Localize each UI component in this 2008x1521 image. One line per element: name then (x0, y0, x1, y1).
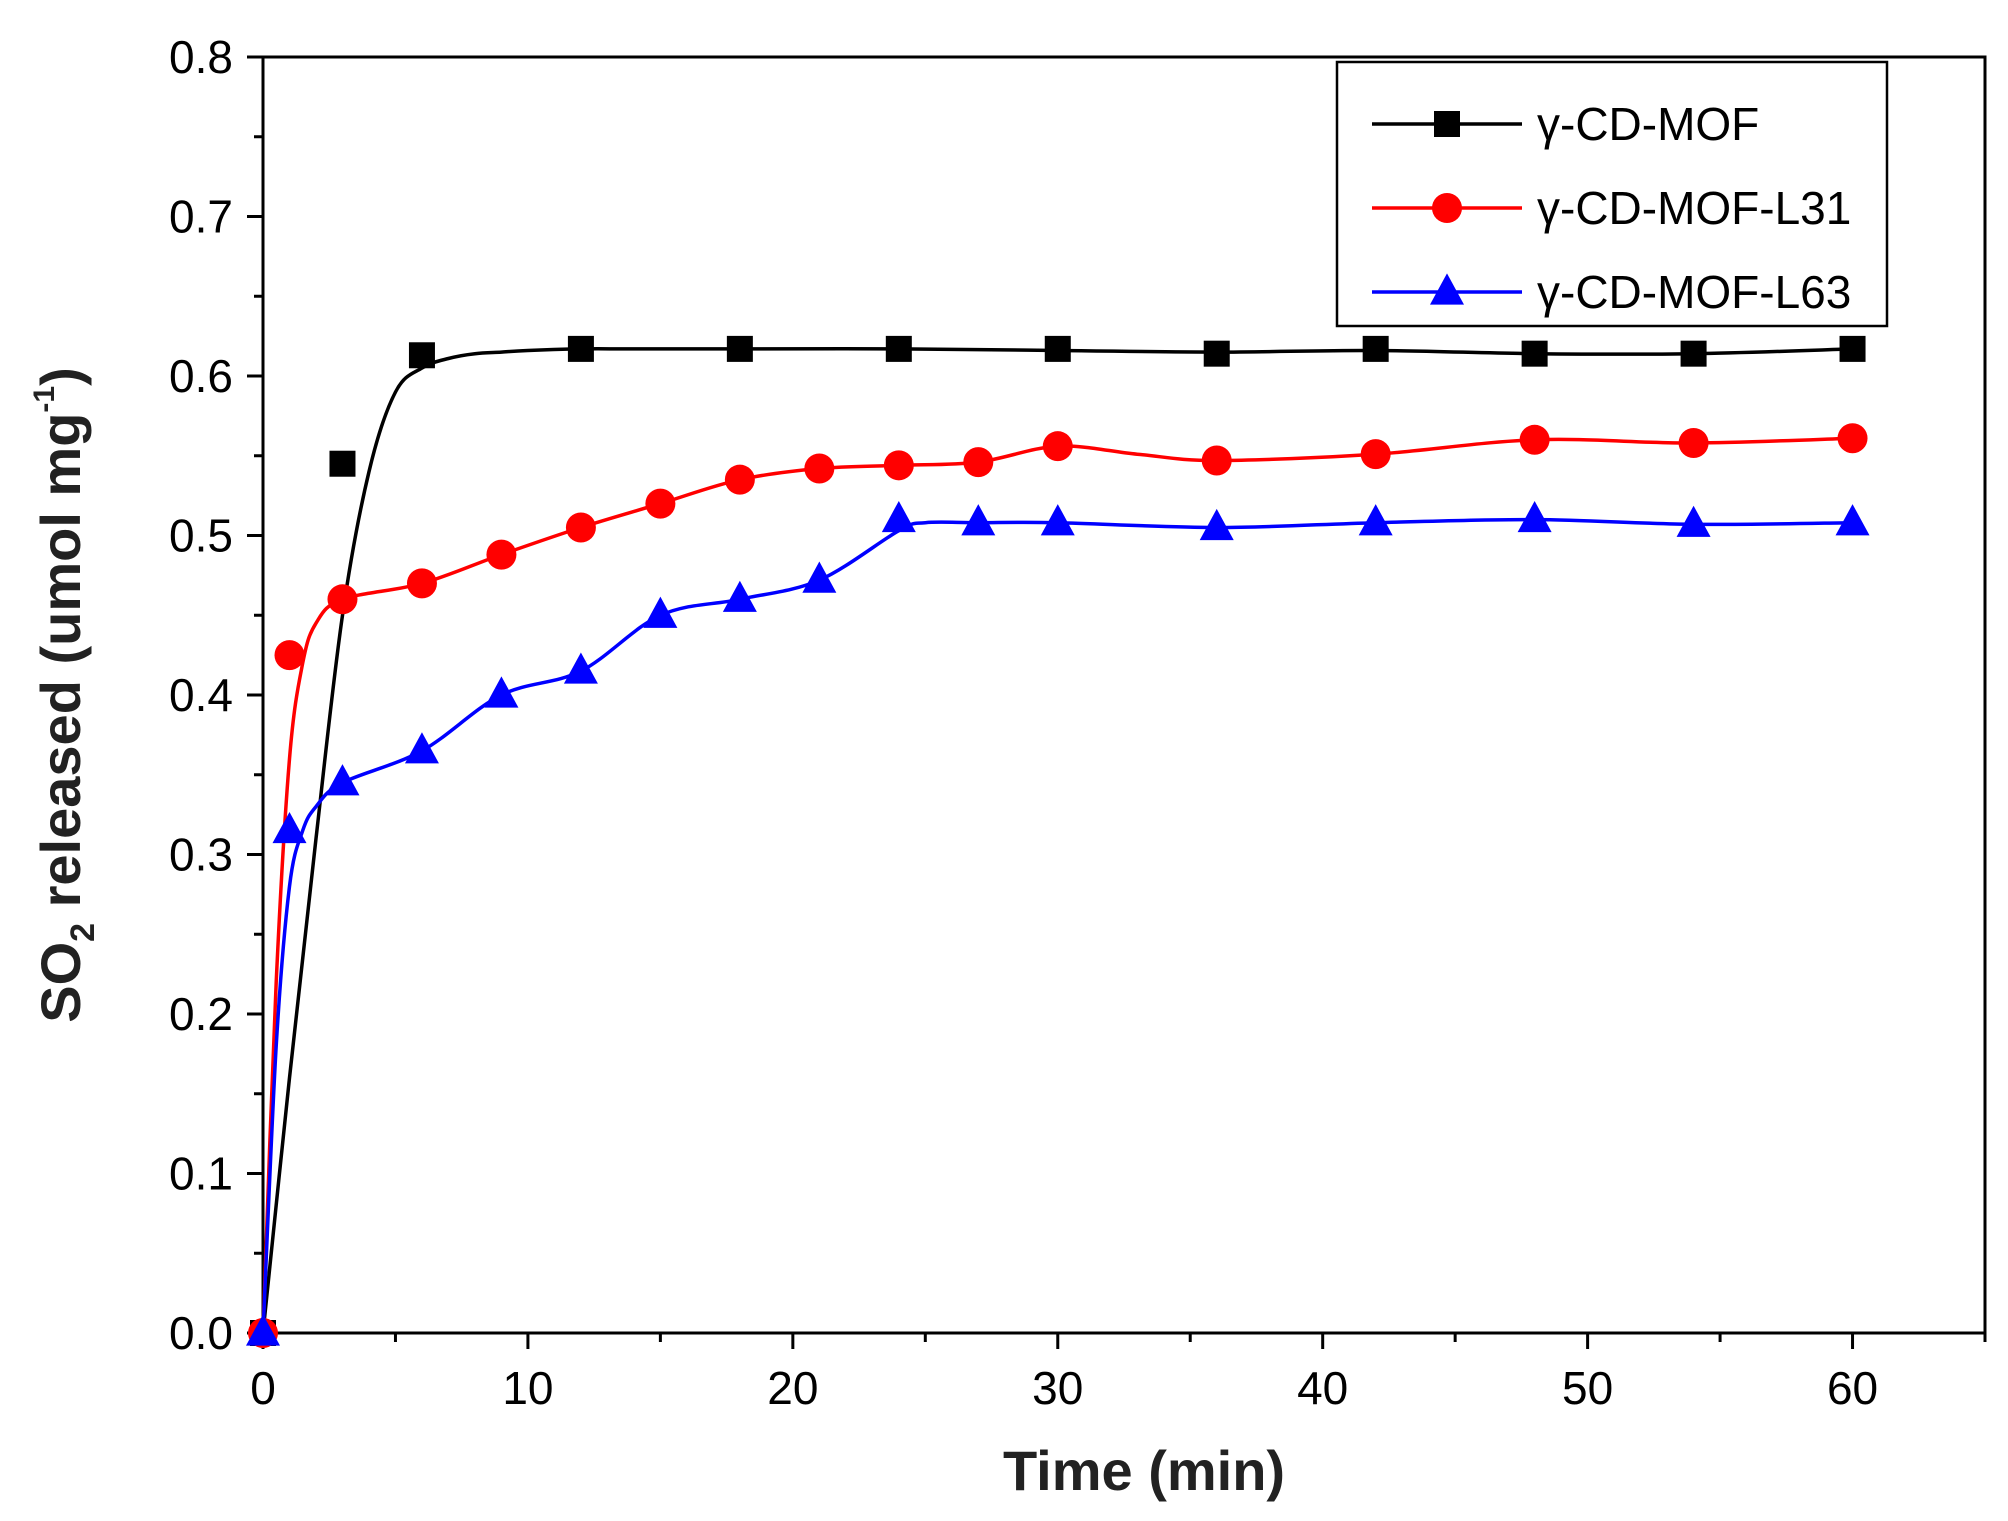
data-point (484, 676, 519, 708)
data-point (1358, 504, 1393, 536)
legend-marker (1434, 111, 1460, 137)
y-tick-label: 0.8 (169, 31, 233, 83)
legend-item: γ-CD-MOF-L63 (1372, 266, 1851, 318)
y-tick-label: 0.6 (169, 350, 233, 402)
y-tick-label: 0.0 (169, 1307, 233, 1359)
data-point (1837, 423, 1868, 454)
y-axis-title-ylabel_rest: released (umol mg (29, 413, 92, 923)
data-point (961, 504, 996, 536)
data-point (1680, 340, 1707, 367)
series-1 (248, 423, 1868, 1348)
data-point (885, 335, 912, 362)
data-point (645, 488, 676, 519)
data-point (1044, 335, 1071, 362)
x-tick-label: 20 (767, 1362, 818, 1414)
data-point (567, 335, 594, 362)
data-point (246, 1314, 280, 1346)
x-tick-label: 30 (1032, 1362, 1083, 1414)
series-2 (246, 500, 1870, 1346)
x-tick-label: 40 (1297, 1362, 1348, 1414)
y-tick-label: 0.1 (169, 1148, 233, 1200)
data-point (1678, 427, 1709, 458)
y-axis-title-ylabel_sup: -1 (28, 386, 61, 413)
legend-item: γ-CD-MOF-L31 (1372, 182, 1851, 234)
y-tick-label: 0.7 (169, 191, 233, 243)
legend-label: γ-CD-MOF-L63 (1537, 266, 1851, 318)
series-line (261, 436, 1853, 1334)
legend-item: γ-CD-MOF (1372, 98, 1759, 150)
y-axis-title-ylabel_sub: 2 (64, 923, 102, 942)
data-point (726, 335, 753, 362)
legend-box (1335, 60, 1889, 328)
legend: γ-CD-MOF γ-CD-MOF-L31 γ-CD-MOF-L63 (1335, 60, 1889, 328)
x-tick-label: 60 (1827, 1362, 1878, 1414)
y-axis-title-ylabel_end: ) (29, 367, 92, 386)
data-point (804, 453, 835, 484)
axes-layer: 0.0 0.1 0.2 0.3 0.4 0.5 0.6 0.7 0.8 0 10 20 30 40 50 60 (169, 31, 1987, 1414)
data-point (1042, 431, 1073, 462)
legend-label: γ-CD-MOF-L31 (1537, 182, 1851, 234)
data-point (1839, 335, 1866, 362)
y-tick-label: 0.5 (169, 510, 233, 562)
data-point (883, 450, 914, 481)
data-point (563, 652, 598, 684)
data-point (272, 811, 307, 844)
y-axis-title: SO2 released (umol mg-1) (28, 367, 102, 1023)
x-axis-title: Time (min) (1003, 1439, 1285, 1502)
data-point (1676, 505, 1711, 537)
data-point (1362, 335, 1389, 362)
axis-labels: Time (min) SO2 released (umol mg-1) (28, 367, 1285, 1502)
data-point (486, 539, 517, 570)
x-tick-label: 50 (1562, 1362, 1613, 1414)
data-point (1835, 504, 1870, 536)
data-point (881, 500, 916, 533)
data-point (406, 568, 437, 599)
data-point (643, 596, 678, 628)
data-point (565, 512, 596, 543)
data-point (1199, 508, 1234, 541)
y-tick-label: 0.2 (169, 988, 233, 1040)
series-layer (246, 335, 1870, 1348)
x-tick-label: 0 (250, 1362, 276, 1414)
data-point (1040, 504, 1075, 536)
data-point (802, 561, 837, 593)
data-point (404, 732, 439, 764)
y-tick-label: 0.3 (169, 829, 233, 881)
legend-marker (1432, 193, 1462, 223)
legend-marker (1430, 273, 1464, 305)
data-point (329, 450, 356, 477)
x-tick-label: 10 (502, 1362, 553, 1414)
series-0 (250, 335, 1866, 1346)
data-point (1519, 424, 1550, 455)
data-point (327, 584, 358, 615)
data-point (1521, 340, 1548, 367)
data-point (724, 464, 755, 495)
y-tick-label: 0.4 (169, 669, 233, 721)
legend-label: γ-CD-MOF (1537, 98, 1759, 150)
data-point (325, 764, 360, 796)
data-point (1203, 340, 1230, 367)
series-line (261, 517, 1853, 1334)
series-line (261, 347, 1853, 1334)
data-point (722, 580, 757, 612)
data-point (963, 447, 994, 478)
data-point (1517, 500, 1552, 533)
data-point (1360, 439, 1391, 470)
data-point (274, 640, 305, 671)
data-point (408, 342, 435, 369)
data-point (1201, 445, 1232, 476)
y-axis-title-ylabel_main: SO (29, 942, 92, 1023)
